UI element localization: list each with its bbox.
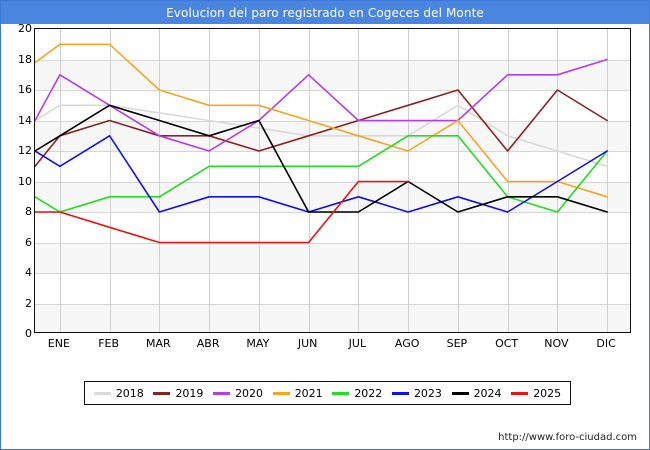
vertical-gridline — [607, 29, 608, 332]
x-axis-tick-label: OCT — [495, 337, 519, 350]
series-line-2024 — [35, 104, 608, 213]
series-line-2022 — [35, 135, 608, 213]
y-axis-tick-label: 18 — [18, 52, 32, 66]
window-title-bar: Evolucion del paro registrado en Cogeces… — [1, 1, 649, 24]
source-url: http://www.foro-ciudad.com — [498, 432, 637, 443]
horizontal-gridline — [35, 121, 630, 122]
legend-item-2022[interactable]: 2022 — [332, 387, 382, 400]
series-line-2018 — [35, 104, 608, 168]
y-axis-tick-label: 6 — [25, 235, 32, 249]
legend-label: 2018 — [115, 386, 144, 400]
vertical-gridline — [508, 29, 509, 332]
vertical-gridline — [557, 29, 558, 332]
chart-legend: 2018 2019 2020 2021 2022 2023 2024 2025 — [84, 381, 571, 405]
y-axis-tick-label: 16 — [18, 83, 32, 96]
x-axis-tick-label: JUN — [297, 337, 318, 350]
legend-color-swatch — [153, 391, 171, 395]
legend-label: 2020 — [235, 386, 264, 400]
legend-color-swatch — [93, 391, 111, 395]
legend-color-swatch — [272, 391, 290, 395]
y-axis-tick-label: 20 — [18, 22, 32, 35]
x-axis-tick-label: FEB — [98, 337, 120, 350]
legend-label: 2021 — [294, 386, 323, 400]
legend-color-swatch — [391, 391, 409, 395]
y-axis: 0 2 4 6 8 10 12 14 16 18 20 — [1, 1, 32, 341]
vertical-gridline — [209, 29, 210, 332]
legend-item-2025[interactable]: 2025 — [511, 387, 561, 400]
legend-color-swatch — [451, 391, 469, 395]
vertical-gridline — [309, 29, 310, 332]
series-lines — [35, 43, 608, 244]
legend-item-2021[interactable]: 2021 — [272, 386, 323, 400]
legend-item-2023[interactable]: 2023 — [391, 386, 442, 400]
horizontal-gridline — [35, 60, 630, 61]
legend-item-2024[interactable]: 2024 — [451, 386, 502, 400]
legend-color-swatch — [511, 391, 529, 395]
legend-item-2018[interactable]: 2018 — [93, 386, 144, 400]
horizontal-gridline — [35, 151, 630, 152]
vertical-gridline — [458, 29, 459, 332]
horizontal-gridline — [35, 243, 630, 244]
x-axis-tick-label: AGO — [394, 337, 420, 350]
x-axis-tick-label: SEP — [446, 337, 468, 350]
grid-band — [35, 242, 630, 273]
page-title: Evolucion del paro registrado en Cogeces… — [166, 5, 484, 20]
x-axis-tick-label: JUL — [348, 337, 367, 350]
legend-item-2019[interactable]: 2019 — [153, 387, 203, 400]
series-line-2025 — [35, 180, 409, 244]
y-axis-tick-label: 0 — [25, 327, 32, 340]
y-axis-tick-label: 4 — [25, 266, 32, 279]
x-axis: ENE FEB MAR ABR MAY JUN JUL AGO SEP OCT NOV DIC — [34, 337, 631, 355]
x-axis-tick-label: ENE — [47, 337, 70, 350]
horizontal-gridline — [35, 182, 630, 183]
grid-band — [35, 303, 630, 332]
vertical-gridline — [110, 29, 111, 332]
series-line-2020 — [35, 58, 608, 152]
vertical-gridline — [259, 29, 260, 332]
x-axis-tick-label: NOV — [544, 337, 569, 350]
plot-area — [34, 28, 631, 333]
y-axis-tick-label: 12 — [18, 144, 32, 157]
vertical-gridline — [159, 29, 160, 332]
x-axis-tick-label: DIC — [596, 337, 616, 350]
legend-color-swatch — [332, 391, 350, 395]
series-line-2019 — [35, 89, 608, 168]
legend-label: 2022 — [354, 386, 383, 400]
legend-label: 2019 — [175, 386, 204, 400]
series-line-2021 — [35, 43, 608, 198]
y-axis-tick-label: 8 — [25, 205, 32, 218]
vertical-gridline — [60, 29, 61, 332]
y-axis-tick-label: 2 — [25, 296, 32, 310]
x-axis-tick-label: MAY — [246, 337, 270, 350]
legend-label: 2024 — [473, 386, 502, 400]
legend-label: 2023 — [413, 386, 442, 400]
x-axis-tick-label: MAR — [146, 337, 171, 350]
x-axis-tick-label: ABR — [196, 337, 220, 350]
y-axis-tick-label: 14 — [18, 113, 32, 127]
vertical-gridline — [408, 29, 409, 332]
horizontal-gridline — [35, 90, 630, 91]
legend-color-swatch — [213, 391, 231, 395]
legend-label: 2025 — [533, 386, 562, 400]
legend-item-2020[interactable]: 2020 — [213, 387, 263, 400]
horizontal-gridline — [35, 304, 630, 305]
horizontal-gridline — [35, 273, 630, 274]
y-axis-tick-label: 10 — [18, 174, 32, 188]
vertical-gridline — [358, 29, 359, 332]
